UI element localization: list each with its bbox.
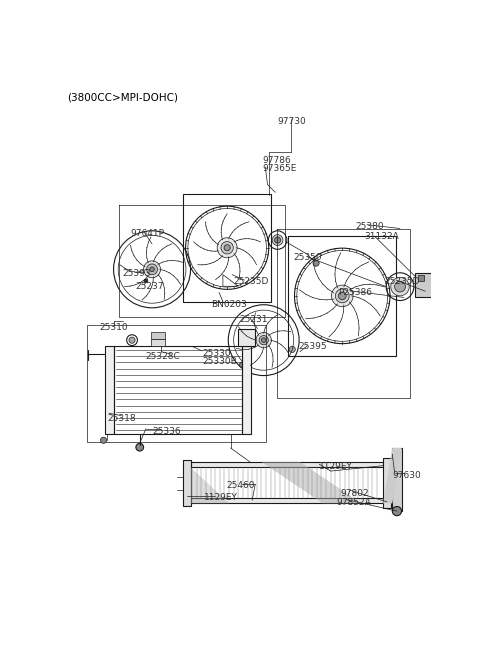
Circle shape [272,234,283,246]
Circle shape [127,335,137,345]
Text: 25380: 25380 [355,223,384,231]
Circle shape [256,332,271,348]
Circle shape [100,437,107,443]
Circle shape [275,237,281,243]
Text: 25460: 25460 [227,481,255,490]
Text: 25235D: 25235D [233,277,268,286]
Bar [383,458,391,508]
Circle shape [391,278,409,296]
Circle shape [240,362,245,368]
Text: 25310: 25310 [100,323,128,332]
Circle shape [217,238,237,258]
Text: 25318: 25318 [108,414,136,423]
Circle shape [313,260,319,266]
Bar [238,329,255,346]
Bar [191,498,383,503]
Bar [183,194,271,302]
Text: 25237: 25237 [135,282,164,291]
Bar [418,275,424,281]
Text: P25386: P25386 [338,288,372,297]
Bar [191,462,383,467]
Circle shape [338,292,346,300]
Text: 25393: 25393 [123,269,151,278]
Text: 25395: 25395 [299,342,327,351]
Circle shape [289,346,295,353]
Bar [242,346,252,434]
Polygon shape [262,462,361,503]
Text: 25350: 25350 [294,253,323,262]
Circle shape [392,507,402,516]
Text: (3800CC>MPI-DOHC): (3800CC>MPI-DOHC) [67,92,179,103]
Text: 97852A: 97852A [337,498,372,507]
Text: 97786: 97786 [262,156,291,165]
Text: BN0203: BN0203 [211,300,247,309]
Bar [114,346,242,434]
Text: 25328C: 25328C [145,352,180,360]
Circle shape [395,281,406,292]
Bar [105,346,114,434]
Circle shape [262,338,266,342]
Circle shape [129,337,135,343]
Text: 97365E: 97365E [262,164,297,173]
Bar [415,273,435,297]
Circle shape [336,289,349,303]
Circle shape [144,279,148,283]
Polygon shape [383,448,402,503]
Circle shape [150,267,155,272]
Text: 25235D: 25235D [384,277,420,286]
Text: 97802: 97802 [341,488,369,498]
Circle shape [332,285,353,307]
Bar [183,460,191,505]
Circle shape [144,261,160,278]
Text: 31132A: 31132A [364,232,398,242]
Polygon shape [191,467,229,503]
Text: 25231: 25231 [240,315,268,324]
Text: 1129EY: 1129EY [319,462,353,471]
Bar [288,236,396,356]
Circle shape [224,245,230,251]
Circle shape [147,264,157,275]
Bar [392,448,402,511]
Text: 97630: 97630 [392,471,421,480]
Text: 25336: 25336 [152,427,180,436]
Bar [151,332,165,339]
Bar [191,467,383,498]
Bar [86,325,266,442]
Text: 25330: 25330 [202,349,231,358]
Text: 25330B: 25330B [202,357,237,366]
Text: 97641P: 97641P [131,229,165,238]
Bar [151,339,165,346]
Text: 1129EY: 1129EY [204,494,238,502]
Text: 97730: 97730 [277,117,306,126]
Circle shape [221,242,233,254]
Circle shape [259,336,268,345]
Circle shape [136,443,144,451]
